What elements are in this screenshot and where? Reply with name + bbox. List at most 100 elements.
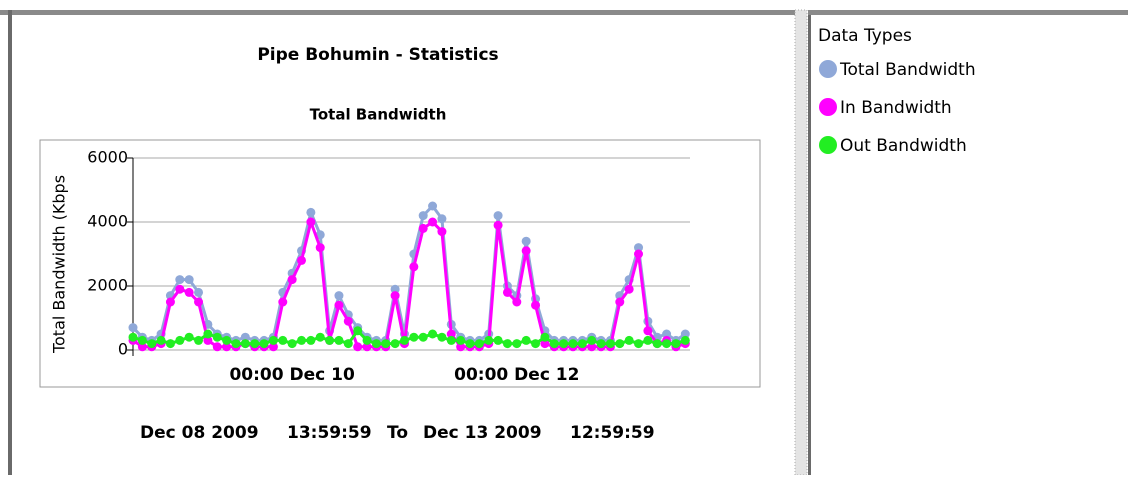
data-point <box>371 339 381 349</box>
data-point <box>521 236 531 246</box>
chart-subtitle: Total Bandwidth <box>310 106 447 124</box>
legend-swatch <box>819 60 837 78</box>
data-point <box>259 339 269 349</box>
data-point <box>334 300 344 310</box>
data-point <box>175 335 185 345</box>
to: To <box>387 423 408 443</box>
data-point <box>194 335 204 345</box>
data-point <box>297 335 307 345</box>
data-point <box>643 326 653 336</box>
data-point <box>521 335 531 345</box>
data-point <box>596 339 606 349</box>
data-point <box>184 275 194 285</box>
data-point <box>577 339 587 349</box>
data-point <box>502 287 512 297</box>
data-point <box>353 342 363 352</box>
data-point <box>634 339 644 349</box>
data-point <box>493 220 503 230</box>
data-point <box>353 326 363 336</box>
data-point <box>587 335 597 345</box>
data-point <box>212 342 222 352</box>
data-point <box>671 339 681 349</box>
data-point <box>409 332 419 342</box>
data-point <box>446 335 456 345</box>
data-point <box>624 335 634 345</box>
data-point <box>165 339 175 349</box>
data-point <box>390 291 400 301</box>
data-point <box>484 335 494 345</box>
data-point <box>325 335 335 345</box>
data-point <box>306 217 316 227</box>
data-point <box>474 339 484 349</box>
data-point <box>362 335 372 345</box>
data-point <box>315 243 325 253</box>
data-point <box>568 339 578 349</box>
data-point <box>587 342 597 352</box>
legend-swatch <box>819 98 837 116</box>
data-point <box>446 329 456 339</box>
data-point <box>222 335 232 345</box>
to-date: Dec 13 2009 <box>423 423 542 443</box>
data-point <box>268 335 278 345</box>
from-date: Dec 08 2009 <box>140 423 259 443</box>
footer: Dec 08 2009 13:59:59 To Dec 13 2009 12:5… <box>140 423 655 443</box>
x-tick-label: 00:00 Dec 12 <box>454 365 579 385</box>
data-point <box>231 339 241 349</box>
splitter[interactable] <box>794 9 808 476</box>
data-point <box>334 291 344 301</box>
data-point <box>175 275 185 285</box>
data-point <box>399 335 409 345</box>
y-axis-label: Total Bandwidth (Kbps <box>50 175 69 354</box>
legend-label: Total Bandwidth <box>839 60 976 80</box>
data-point <box>624 284 634 294</box>
data-point <box>418 223 428 233</box>
data-point <box>643 335 653 345</box>
data-point <box>165 297 175 307</box>
legend-panel-top <box>808 10 1128 15</box>
data-point <box>250 339 260 349</box>
data-point <box>306 335 316 345</box>
data-point <box>175 284 185 294</box>
data-point <box>428 201 438 211</box>
data-point <box>540 332 550 342</box>
data-point <box>652 339 662 349</box>
data-point <box>540 339 550 349</box>
data-point <box>634 249 644 259</box>
data-point <box>456 335 466 345</box>
data-point <box>512 297 522 307</box>
panel-left-border <box>8 10 12 475</box>
data-point <box>278 335 288 345</box>
data-point <box>343 339 353 349</box>
data-point <box>128 332 138 342</box>
data-point <box>390 339 400 349</box>
data-point <box>465 339 475 349</box>
data-point <box>531 339 541 349</box>
legend-label: In Bandwidth <box>840 98 952 118</box>
data-point <box>128 323 138 333</box>
data-point <box>615 297 625 307</box>
data-point <box>381 339 391 349</box>
data-point <box>493 211 503 221</box>
data-point <box>559 339 569 349</box>
data-point <box>147 339 157 349</box>
data-point <box>194 287 204 297</box>
data-point <box>615 339 625 349</box>
data-point <box>184 287 194 297</box>
y-tick-label: 2000 <box>87 276 128 295</box>
data-point <box>306 207 316 217</box>
data-point <box>315 230 325 240</box>
data-point <box>493 335 503 345</box>
legend-swatch <box>819 136 837 154</box>
data-point <box>409 262 419 272</box>
data-point <box>137 342 147 352</box>
panel-top-border <box>0 10 795 15</box>
data-point <box>521 246 531 256</box>
data-point <box>662 329 672 339</box>
data-point <box>203 335 213 345</box>
data-point <box>137 335 147 345</box>
data-point <box>203 329 213 339</box>
legend-label: Out Bandwidth <box>840 136 967 156</box>
data-point <box>680 329 690 339</box>
data-point <box>343 316 353 326</box>
